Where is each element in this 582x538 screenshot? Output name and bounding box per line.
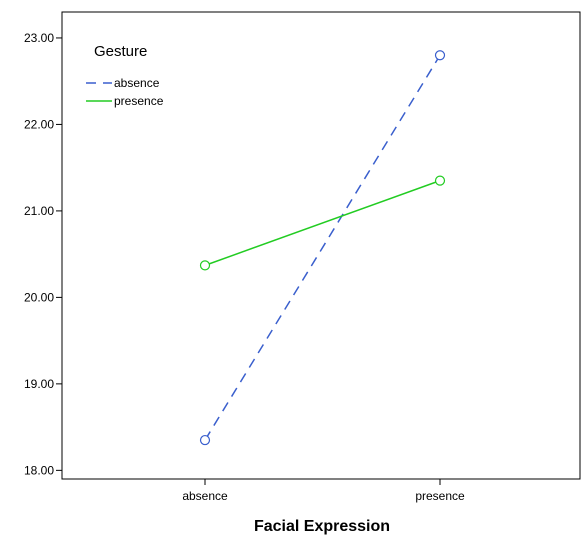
series-layer	[199, 50, 446, 446]
x-axis: absence presence	[182, 479, 465, 503]
data-point-presence-presence	[434, 175, 446, 186]
y-tick-label: 19.00	[24, 377, 54, 391]
x-axis-title: Facial Expression	[254, 518, 390, 535]
y-tick-label: 20.00	[24, 290, 54, 304]
y-tick-label: 23.00	[24, 31, 54, 45]
series-line-presence	[204, 179, 441, 267]
legend-title: Gesture	[94, 43, 147, 60]
x-tick-label: absence	[182, 489, 228, 503]
legend-label-absence: absence	[114, 76, 160, 90]
data-point-presence-absence	[199, 260, 211, 271]
plot-frame	[61, 11, 581, 480]
x-tick-label: presence	[415, 489, 465, 503]
y-axis: 18.00 19.00 20.00 21.00 22.00 23.00	[24, 31, 62, 477]
data-point-absence-absence	[199, 434, 211, 446]
y-tick-label: 21.00	[24, 204, 54, 218]
legend-label-presence: presence	[114, 94, 164, 108]
data-point-absence-presence	[434, 50, 446, 61]
series-line-absence	[204, 54, 441, 441]
y-tick-label: 22.00	[24, 117, 54, 131]
legend: Gesture absence presence	[86, 43, 164, 108]
y-tick-label: 18.00	[24, 463, 54, 477]
